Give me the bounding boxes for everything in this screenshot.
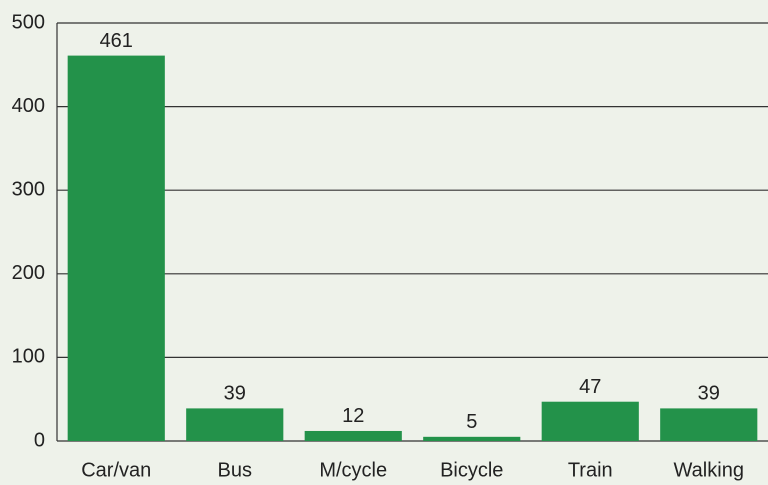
bar [423,436,521,441]
bar [541,401,639,441]
y-tick-label: 100 [12,346,45,368]
data-label: 47 [579,376,601,398]
x-tick-label: Walking [674,459,744,481]
data-label: 461 [100,30,133,52]
x-tick-label: Train [568,459,613,481]
data-label: 12 [342,405,364,427]
y-tick-label: 200 [12,262,45,284]
bar [304,430,402,441]
bar [67,55,165,441]
x-tick-label: Car/van [81,459,151,481]
data-label: 5 [466,411,477,433]
bar [660,408,758,441]
bar [186,408,284,441]
y-tick-label: 300 [12,178,45,200]
data-label: 39 [698,383,720,405]
y-tick-label: 0 [34,429,45,451]
y-tick-label: 400 [12,95,45,117]
x-tick-label: Bus [218,459,252,481]
data-label: 39 [224,383,246,405]
x-tick-label: Bicycle [440,459,503,481]
x-tick-label: M/cycle [319,459,387,481]
y-tick-label: 500 [12,11,45,33]
